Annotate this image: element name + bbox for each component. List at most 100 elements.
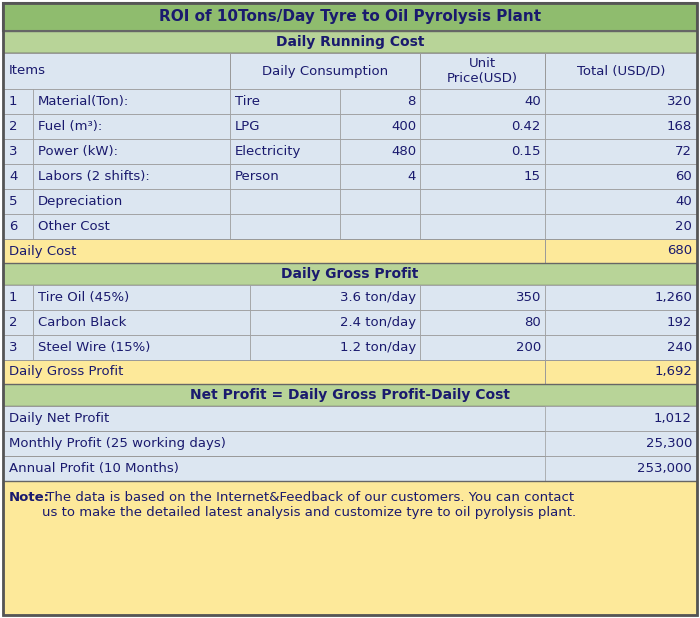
Bar [3,114,33,139]
Bar [420,89,545,114]
Bar [420,139,545,164]
Text: 5: 5 [9,195,18,208]
Bar [420,114,545,139]
Bar [3,335,697,360]
Text: 2.4 ton/day: 2.4 ton/day [340,316,416,329]
Text: ROI of 10Tons/Day Tyre to Oil Pyrolysis Plant: ROI of 10Tons/Day Tyre to Oil Pyrolysis … [159,9,541,25]
Bar [3,31,697,53]
Text: 680: 680 [667,245,692,258]
Text: Steel Wire (15%): Steel Wire (15%) [38,341,150,354]
Bar [3,360,697,384]
Text: Annual Profit (10 Months): Annual Profit (10 Months) [9,462,179,475]
Bar [340,139,420,164]
Bar [33,335,250,360]
Bar [340,164,420,189]
Bar [250,285,420,310]
Bar [545,431,697,456]
Text: 1: 1 [9,291,18,304]
Bar [420,310,545,335]
Bar [3,285,33,310]
Bar [3,431,697,456]
Bar [3,214,33,239]
Bar [3,310,697,335]
Bar [3,214,697,239]
Text: Person: Person [235,170,280,183]
Text: 20: 20 [675,220,692,233]
Bar [33,214,230,239]
Bar [545,335,697,360]
Bar [230,214,340,239]
Text: 320: 320 [666,95,692,108]
Text: Total (USD/D): Total (USD/D) [577,64,665,77]
Text: Note:: Note: [9,491,50,504]
Text: Electricity: Electricity [235,145,302,158]
Text: 72: 72 [675,145,692,158]
Text: 1,260: 1,260 [654,291,692,304]
Bar [420,214,545,239]
Text: 3: 3 [9,145,18,158]
Text: 240: 240 [666,341,692,354]
Bar [3,53,230,89]
Bar [33,310,250,335]
Text: 1: 1 [9,95,18,108]
Text: 2: 2 [9,120,18,133]
Text: Power (kW):: Power (kW): [38,145,118,158]
Text: Daily Gross Profit: Daily Gross Profit [9,365,123,378]
Text: 3.6 ton/day: 3.6 ton/day [340,291,416,304]
Bar [230,164,340,189]
Text: 350: 350 [516,291,541,304]
Bar [3,139,697,164]
Text: 480: 480 [391,145,416,158]
Bar [545,406,697,431]
Text: 3: 3 [9,341,18,354]
Bar [545,164,697,189]
Text: 0.42: 0.42 [512,120,541,133]
Bar [3,53,697,89]
Bar [340,89,420,114]
Text: 60: 60 [676,170,692,183]
Bar [230,114,340,139]
Bar [250,335,420,360]
Bar [420,285,545,310]
Text: 80: 80 [524,316,541,329]
Bar [340,189,420,214]
Text: Tire Oil (45%): Tire Oil (45%) [38,291,130,304]
Text: Unit
Price(USD): Unit Price(USD) [447,57,518,85]
Bar [3,89,697,114]
Bar [3,89,33,114]
Text: Daily Gross Profit: Daily Gross Profit [281,267,419,281]
Text: Material(Ton):: Material(Ton): [38,95,130,108]
Bar [545,189,697,214]
Text: 2: 2 [9,316,18,329]
Bar [545,214,697,239]
Text: Daily Net Profit: Daily Net Profit [9,412,109,425]
Text: 15: 15 [524,170,541,183]
Bar [545,239,697,263]
Text: 8: 8 [407,95,416,108]
Bar [3,114,697,139]
Bar [545,139,697,164]
Text: 25,300: 25,300 [645,437,692,450]
Text: 40: 40 [676,195,692,208]
Text: Carbon Black: Carbon Black [38,316,127,329]
Text: 4: 4 [407,170,416,183]
Text: Daily Consumption: Daily Consumption [262,64,388,77]
Bar [230,89,340,114]
Text: Monthly Profit (25 working days): Monthly Profit (25 working days) [9,437,226,450]
Bar [545,360,697,384]
Bar [3,285,697,310]
Bar [3,481,697,615]
Bar [545,285,697,310]
Bar [420,53,545,89]
Bar [3,189,697,214]
Text: LPG: LPG [235,120,260,133]
Text: 4: 4 [9,170,18,183]
Text: 1,012: 1,012 [654,412,692,425]
Text: 253,000: 253,000 [637,462,692,475]
Bar [545,114,697,139]
Bar [3,164,697,189]
Text: Daily Cost: Daily Cost [9,245,76,258]
Bar [33,189,230,214]
Text: 6: 6 [9,220,18,233]
Text: Depreciation: Depreciation [38,195,123,208]
